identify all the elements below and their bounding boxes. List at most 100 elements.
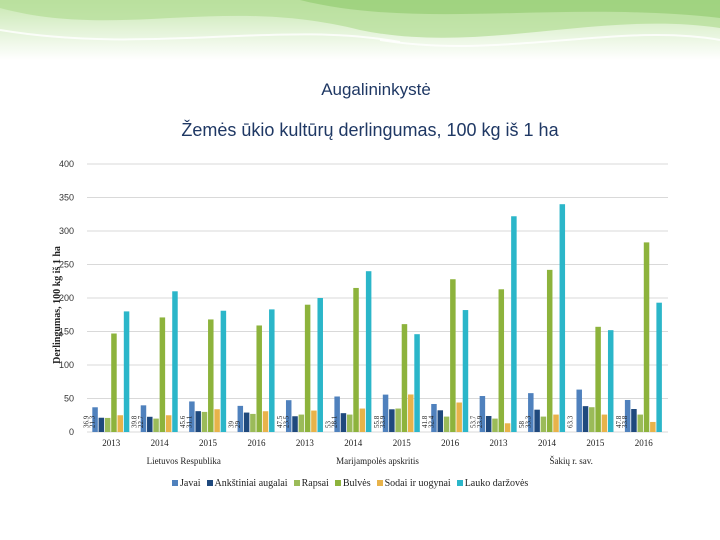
legend-label: Lauko daržovės xyxy=(464,477,529,489)
chart-legend: Javai Ankštiniai augalai Rapsai Bulvės Sodai… xyxy=(172,476,592,490)
bar-ank-tiniai-augalai xyxy=(389,409,395,432)
legend-swatch xyxy=(206,480,213,486)
data-label: 53.7 xyxy=(470,415,478,428)
bar-ank-tiniai-augalai xyxy=(582,406,589,432)
bar-ank-tiniai-augalai xyxy=(292,416,298,432)
x-tick-label: 2013 xyxy=(296,438,315,448)
bar-sodai-ir-uogynai xyxy=(553,414,559,432)
legend-item: Lauko daržovės xyxy=(456,477,529,489)
bar-sodai-ir-uogynai xyxy=(650,421,656,432)
data-label: 39 xyxy=(228,421,236,429)
data-label: 63.3 xyxy=(567,415,575,428)
bar-javai xyxy=(140,405,147,432)
bar-javai xyxy=(576,389,582,432)
bar-bulv-s xyxy=(498,289,505,432)
group-label: Lietuvos Respublika xyxy=(147,456,221,466)
legend-label: Sodai ir uogynai xyxy=(384,477,451,489)
bar-bulv-s xyxy=(401,324,408,432)
legend-item: Rapsai xyxy=(293,477,329,489)
bar-ank-tiniai-augalai xyxy=(243,412,250,432)
y-tick-label: 250 xyxy=(59,260,74,270)
bar-ank-tiniai-augalai xyxy=(485,415,492,432)
bar-lauko-dar-ov-s xyxy=(365,271,372,432)
section-title: Augalininkystė xyxy=(321,80,431,99)
data-label: 33.9 xyxy=(379,415,387,428)
bar-bulv-s xyxy=(450,279,456,432)
x-tick-label: 2016 xyxy=(441,438,460,448)
bar-javai xyxy=(92,407,98,432)
bar-bulv-s xyxy=(595,326,601,432)
bar-bulv-s xyxy=(643,242,650,432)
legend-swatch xyxy=(293,480,300,486)
bar-sodai-ir-uogynai xyxy=(601,414,608,432)
bar-bulv-s xyxy=(256,325,262,432)
bar-lauko-dar-ov-s xyxy=(511,216,517,432)
data-label: 33.8 xyxy=(621,415,629,428)
bar-lauko-dar-ov-s xyxy=(559,204,566,432)
x-tick-label: 2015 xyxy=(586,438,605,448)
bar-rapsai xyxy=(443,416,450,432)
y-axis-title: Derlingumas, 100 kg iš 1 ha xyxy=(52,246,63,364)
bar-javai xyxy=(624,399,631,432)
legend-swatch xyxy=(334,480,341,486)
data-label: 21.3 xyxy=(89,415,97,428)
bar-bulv-s xyxy=(208,319,214,432)
bar-sodai-ir-uogynai xyxy=(311,410,317,432)
bar-ank-tiniai-augalai xyxy=(534,409,540,432)
bar-lauko-dar-ov-s xyxy=(656,302,662,432)
bar-rapsai xyxy=(492,418,498,432)
data-label: 23.5 xyxy=(282,415,290,428)
group-label: Šakių r. sav. xyxy=(549,456,592,466)
y-tick-label: 350 xyxy=(59,193,74,203)
data-label: 39.8 xyxy=(131,415,139,428)
bar-ank-tiniai-augalai xyxy=(195,411,201,432)
y-tick-label: 200 xyxy=(59,293,74,303)
x-tick-label: 2013 xyxy=(102,438,121,448)
bar-rapsai xyxy=(589,407,595,432)
data-label: 58 xyxy=(518,421,526,429)
bar-lauko-dar-ov-s xyxy=(172,291,178,432)
x-tick-label: 2015 xyxy=(199,438,218,448)
bar-ank-tiniai-augalai xyxy=(98,417,105,432)
data-label: 55.8 xyxy=(373,415,381,428)
bar-bulv-s xyxy=(111,333,117,432)
x-axis-labels: 2013 2014 2015 2016 Lietuvos Respublika 2013 2… xyxy=(102,438,653,466)
legend-label: Ankštiniai augalai xyxy=(214,477,288,489)
bar-rapsai xyxy=(298,414,305,432)
y-tick-label: 150 xyxy=(59,327,74,337)
legend-label: Rapsai xyxy=(301,477,329,489)
legend-swatch xyxy=(376,480,383,486)
bar-javai xyxy=(479,396,486,432)
data-label: 47.8 xyxy=(615,415,623,428)
x-tick-label: 2014 xyxy=(344,438,363,448)
bar-ank-tiniai-augalai xyxy=(437,410,444,432)
y-tick-label: 0 xyxy=(69,427,74,437)
data-label: 29 xyxy=(234,421,242,429)
bar-rapsai xyxy=(637,414,643,432)
bar-rapsai xyxy=(395,408,401,432)
bar-bulv-s xyxy=(353,287,359,432)
legend-swatch xyxy=(456,480,463,486)
bar-ank-tiniai-augalai xyxy=(340,413,347,432)
bar-sodai-ir-uogynai xyxy=(117,415,124,432)
data-label: 28.1 xyxy=(331,415,339,428)
bar-javai xyxy=(189,401,195,432)
header-decoration xyxy=(0,0,720,60)
legend-swatch xyxy=(172,480,178,486)
bar-sodai-ir-uogynai xyxy=(456,402,462,432)
data-label: 33.3 xyxy=(524,415,532,428)
data-labels: 36.9 39.8 45.6 39 47.5 53 55.8 41.8 53.7 58 63.3 47… xyxy=(82,415,629,428)
data-label: 32.4 xyxy=(428,415,436,428)
y-tick-label: 50 xyxy=(64,394,74,404)
y-tick-label: 100 xyxy=(59,360,74,370)
bar-rapsai xyxy=(104,417,111,432)
x-tick-label: 2014 xyxy=(151,438,170,448)
data-label: 23.9 xyxy=(476,415,484,428)
bar-sodai-ir-uogynai xyxy=(262,411,269,432)
bar-lauko-dar-ov-s xyxy=(414,334,420,432)
data-label: 36.9 xyxy=(82,415,90,428)
bar-javai xyxy=(285,400,292,432)
x-tick-label: 2013 xyxy=(490,438,509,448)
data-label: 41.8 xyxy=(421,415,429,428)
bar-javai xyxy=(431,403,437,432)
